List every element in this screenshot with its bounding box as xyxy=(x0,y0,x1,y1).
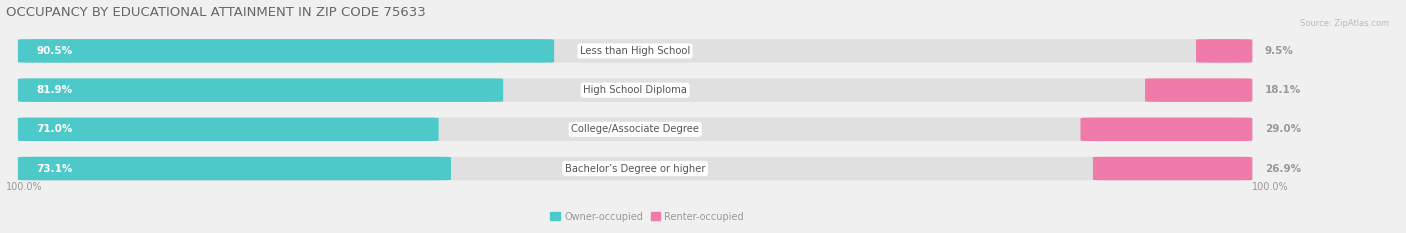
FancyBboxPatch shape xyxy=(18,118,439,141)
Text: Source: ZipAtlas.com: Source: ZipAtlas.com xyxy=(1301,19,1389,28)
Text: 26.9%: 26.9% xyxy=(1264,164,1301,174)
Text: 18.1%: 18.1% xyxy=(1264,85,1301,95)
Text: 73.1%: 73.1% xyxy=(37,164,73,174)
FancyBboxPatch shape xyxy=(1144,78,1253,102)
FancyBboxPatch shape xyxy=(18,157,1253,180)
Text: High School Diploma: High School Diploma xyxy=(583,85,688,95)
FancyBboxPatch shape xyxy=(18,157,451,180)
FancyBboxPatch shape xyxy=(18,78,1253,102)
Text: 100.0%: 100.0% xyxy=(1253,182,1289,192)
Text: Bachelor’s Degree or higher: Bachelor’s Degree or higher xyxy=(565,164,706,174)
FancyBboxPatch shape xyxy=(18,118,1253,141)
Text: 9.5%: 9.5% xyxy=(1264,46,1294,56)
FancyBboxPatch shape xyxy=(18,78,503,102)
Text: Less than High School: Less than High School xyxy=(581,46,690,56)
FancyBboxPatch shape xyxy=(18,39,1253,63)
FancyBboxPatch shape xyxy=(18,39,554,63)
Text: 90.5%: 90.5% xyxy=(37,46,73,56)
FancyBboxPatch shape xyxy=(1197,39,1253,63)
Text: 71.0%: 71.0% xyxy=(37,124,73,134)
Legend: Owner-occupied, Renter-occupied: Owner-occupied, Renter-occupied xyxy=(547,208,748,225)
Text: 100.0%: 100.0% xyxy=(6,182,42,192)
Text: 29.0%: 29.0% xyxy=(1264,124,1301,134)
Text: 81.9%: 81.9% xyxy=(37,85,73,95)
Text: OCCUPANCY BY EDUCATIONAL ATTAINMENT IN ZIP CODE 75633: OCCUPANCY BY EDUCATIONAL ATTAINMENT IN Z… xyxy=(6,6,425,19)
Text: College/Associate Degree: College/Associate Degree xyxy=(571,124,699,134)
FancyBboxPatch shape xyxy=(1092,157,1253,180)
FancyBboxPatch shape xyxy=(1080,118,1253,141)
